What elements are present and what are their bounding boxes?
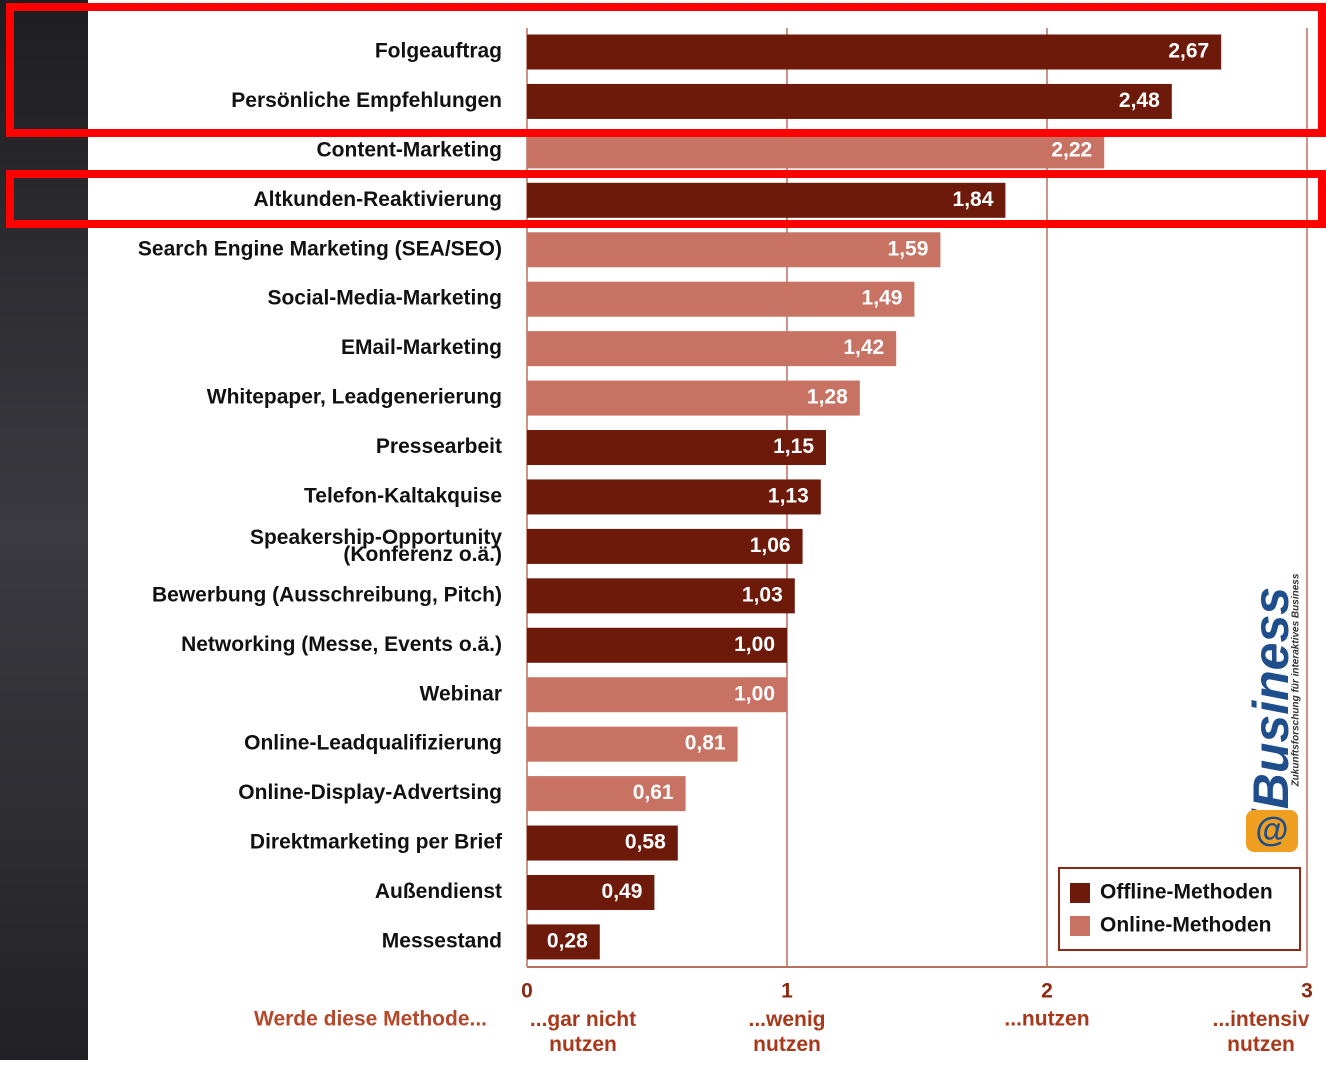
value-label: 2,48 <box>1119 89 1160 112</box>
bar <box>527 232 941 268</box>
y-tick-label: Persönliche Empfehlungen <box>231 89 502 112</box>
logo: iBusiness <box>1243 587 1299 823</box>
y-tick-label: Speakership-Opportunity (Konferenz o.ä.) <box>250 525 502 565</box>
bar <box>527 34 1222 70</box>
y-tick-label: Search Engine Marketing (SEA/SEO) <box>138 237 502 260</box>
value-label: 1,84 <box>953 188 994 211</box>
y-tick-label: Content-Marketing <box>317 138 503 161</box>
value-label: 1,00 <box>734 682 775 705</box>
y-tick-label: EMail-Marketing <box>341 336 502 359</box>
y-tick-label: Pressearbeit <box>376 435 502 458</box>
logo-badge <box>1246 810 1298 852</box>
y-tick-label: Whitepaper, Leadgenerierung <box>207 386 502 409</box>
value-label: 1,03 <box>742 583 783 606</box>
y-tick-label: Online-Leadqualifizierung <box>244 732 502 755</box>
x-tick-label: 3 <box>1301 980 1313 1003</box>
highlight-box <box>6 3 1326 137</box>
tick-description: ...wenig nutzen <box>748 1008 825 1056</box>
tick-description: ...nutzen <box>1004 1008 1089 1031</box>
legend-swatch <box>1070 916 1090 936</box>
bar <box>527 825 678 861</box>
y-tick-label: Social-Media-Marketing <box>267 287 502 310</box>
value-label: 1,00 <box>734 633 775 656</box>
value-label: 1,15 <box>773 435 814 458</box>
value-label: 1,13 <box>768 485 809 508</box>
bar <box>527 924 600 960</box>
y-tick-label: Online-Display-Advertsing <box>238 781 502 804</box>
y-tick-label: Bewerbung (Ausschreibung, Pitch) <box>152 583 502 606</box>
value-label: 2,22 <box>1051 138 1092 161</box>
tick-description: ...gar nicht nutzen <box>530 1008 636 1056</box>
x-tick-label: 2 <box>1041 980 1053 1003</box>
logo-subtitle: Zukunftsforschung für interaktives Busin… <box>1291 573 1302 787</box>
bar <box>527 182 1006 218</box>
tick-description: ...intensiv nutzen <box>1213 1008 1310 1056</box>
value-label: 0,49 <box>602 880 643 903</box>
y-tick-label: Telefon-Kaltakquise <box>304 485 502 508</box>
legend-label: Offline-Methoden <box>1100 881 1273 904</box>
value-label: 1,42 <box>843 336 884 359</box>
bar <box>527 578 795 614</box>
bar <box>527 133 1105 169</box>
bar <box>527 627 787 663</box>
y-tick-label: Networking (Messe, Events o.ä.) <box>181 633 502 656</box>
highlight-box <box>6 170 1326 228</box>
legend-label: Online-Methoden <box>1100 914 1272 937</box>
value-label: 0,28 <box>547 929 588 952</box>
bar <box>527 380 860 416</box>
logo-icon: @ <box>1255 811 1288 849</box>
bar <box>527 479 821 515</box>
legend-box <box>1058 867 1301 951</box>
x-tick-label: 0 <box>521 980 533 1003</box>
value-label: 0,81 <box>685 732 726 755</box>
y-tick-label: Webinar <box>420 682 502 705</box>
value-label: 1,06 <box>750 534 791 557</box>
value-label: 0,61 <box>633 781 674 804</box>
value-label: 0,58 <box>625 831 666 854</box>
y-tick-label: Altkunden-Reaktivierung <box>253 188 502 211</box>
value-label: 1,49 <box>862 287 903 310</box>
legend-swatch <box>1070 883 1090 903</box>
background-strip <box>0 0 88 1060</box>
bar <box>527 726 738 762</box>
y-tick-label: Direktmarketing per Brief <box>250 831 503 854</box>
bar <box>527 331 897 367</box>
plot: 0 ...gar nicht nutzen 1 ...wenig nutzen 2 ...nu… <box>138 28 1313 1056</box>
bar <box>527 83 1172 119</box>
bar <box>527 677 787 713</box>
value-label: 2,67 <box>1168 40 1209 63</box>
bar <box>527 281 915 317</box>
bar <box>527 430 826 466</box>
x-tick-label: 1 <box>781 980 793 1003</box>
bar <box>527 874 655 910</box>
bar <box>527 528 803 564</box>
axis-label: Werde diese Methode... <box>254 1008 487 1031</box>
y-tick-label: Messestand <box>382 929 502 952</box>
y-tick-label: Außendienst <box>375 880 502 903</box>
value-label: 1,28 <box>807 386 848 409</box>
bar <box>527 776 686 812</box>
value-label: 1,59 <box>888 237 929 260</box>
y-tick-label: Folgeauftrag <box>375 40 502 63</box>
